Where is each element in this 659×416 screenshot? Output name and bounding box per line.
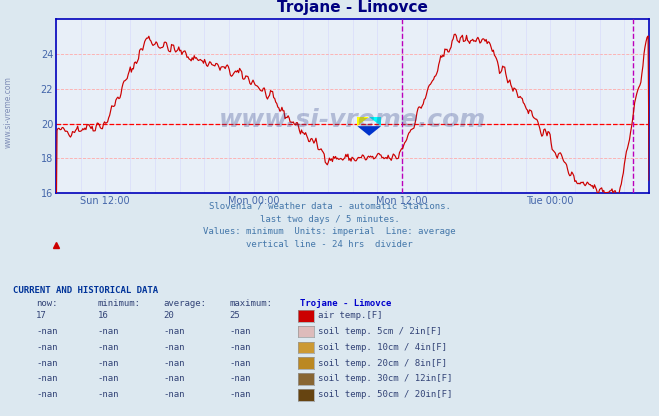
Text: 17: 17	[36, 311, 47, 320]
Text: air temp.[F]: air temp.[F]	[318, 311, 383, 320]
Text: -nan: -nan	[163, 343, 185, 352]
Text: average:: average:	[163, 299, 206, 308]
Text: -nan: -nan	[36, 390, 58, 399]
Text: -nan: -nan	[98, 359, 119, 368]
Text: -nan: -nan	[98, 374, 119, 384]
Polygon shape	[369, 116, 381, 126]
Text: -nan: -nan	[163, 327, 185, 336]
Text: -nan: -nan	[36, 327, 58, 336]
Text: soil temp. 30cm / 12in[F]: soil temp. 30cm / 12in[F]	[318, 374, 453, 384]
Text: now:: now:	[36, 299, 58, 308]
Text: soil temp. 20cm / 8in[F]: soil temp. 20cm / 8in[F]	[318, 359, 447, 368]
Text: -nan: -nan	[229, 374, 251, 384]
Text: Trojane - Limovce: Trojane - Limovce	[300, 299, 391, 308]
Text: -nan: -nan	[163, 390, 185, 399]
Text: 20: 20	[163, 311, 174, 320]
Text: maximum:: maximum:	[229, 299, 272, 308]
Text: -nan: -nan	[229, 343, 251, 352]
Text: -nan: -nan	[229, 327, 251, 336]
Text: -nan: -nan	[229, 390, 251, 399]
Text: www.si-vreme.com: www.si-vreme.com	[3, 77, 13, 148]
Text: -nan: -nan	[36, 343, 58, 352]
Text: www.si-vreme.com: www.si-vreme.com	[219, 108, 486, 132]
Text: CURRENT AND HISTORICAL DATA: CURRENT AND HISTORICAL DATA	[13, 286, 158, 295]
Polygon shape	[357, 116, 369, 126]
Text: -nan: -nan	[98, 390, 119, 399]
Text: 16: 16	[98, 311, 108, 320]
Text: soil temp. 5cm / 2in[F]: soil temp. 5cm / 2in[F]	[318, 327, 442, 336]
Text: -nan: -nan	[163, 374, 185, 384]
Text: -nan: -nan	[229, 359, 251, 368]
Text: -nan: -nan	[36, 374, 58, 384]
Polygon shape	[357, 126, 381, 136]
Text: -nan: -nan	[36, 359, 58, 368]
Text: soil temp. 50cm / 20in[F]: soil temp. 50cm / 20in[F]	[318, 390, 453, 399]
Text: minimum:: minimum:	[98, 299, 140, 308]
Text: Slovenia / weather data - automatic stations.
last two days / 5 minutes.
Values:: Slovenia / weather data - automatic stat…	[203, 202, 456, 249]
Text: -nan: -nan	[163, 359, 185, 368]
Title: Trojane - Limovce: Trojane - Limovce	[277, 0, 428, 15]
Text: 25: 25	[229, 311, 240, 320]
Text: soil temp. 10cm / 4in[F]: soil temp. 10cm / 4in[F]	[318, 343, 447, 352]
Text: -nan: -nan	[98, 327, 119, 336]
Text: -nan: -nan	[98, 343, 119, 352]
